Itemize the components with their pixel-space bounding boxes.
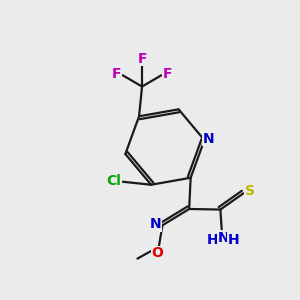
Text: H: H	[227, 233, 239, 247]
Text: F: F	[111, 67, 121, 81]
Text: F: F	[163, 67, 172, 81]
Text: N: N	[203, 132, 214, 145]
Text: N: N	[218, 231, 229, 245]
Text: H: H	[207, 233, 219, 247]
Text: Cl: Cl	[106, 174, 121, 188]
Text: N: N	[150, 217, 162, 231]
Text: O: O	[152, 246, 163, 260]
Text: F: F	[137, 52, 147, 66]
Text: S: S	[245, 184, 255, 198]
